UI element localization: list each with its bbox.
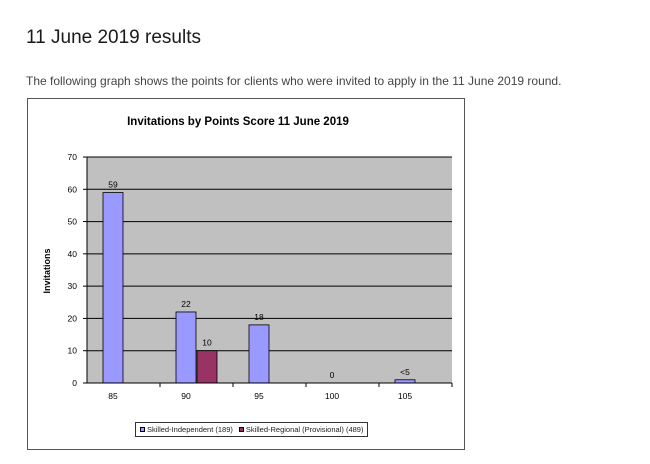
data-label-series-1-cat-105: <5 — [400, 367, 410, 377]
data-label-series-1-cat-100: 0 — [330, 370, 335, 380]
y-tick-label: 20 — [68, 313, 78, 323]
y-axis-label: Invitations — [42, 248, 52, 293]
bar-series-2-cat-90 — [196, 350, 218, 384]
plot-area — [87, 157, 452, 383]
y-tick-label: 0 — [72, 378, 77, 388]
x-tick-label: 100 — [325, 391, 339, 401]
data-label-series-2-cat-90: 10 — [202, 338, 212, 348]
data-label-series-1-cat-90: 22 — [181, 299, 191, 309]
x-tick-label: 95 — [254, 391, 264, 401]
x-tick-label: 85 — [108, 391, 118, 401]
data-label-series-1-cat-85: 59 — [108, 180, 118, 190]
chart-legend: Skilled-Independent (189) Skilled-Region… — [135, 422, 369, 437]
legend-swatch-series-2 — [238, 427, 244, 432]
legend-label-series-1: Skilled-Independent (189) — [147, 425, 233, 434]
bar-series-1-cat-95 — [248, 324, 270, 384]
bar-series-1-cat-85 — [102, 192, 124, 384]
y-tick-label: 10 — [68, 346, 78, 356]
bar-chart: Invitations by Points Score 11 June 2019… — [42, 116, 453, 401]
x-tick-label: 90 — [181, 391, 191, 401]
legend-label-series-2: Skilled-Regional (Provisional) (489) — [245, 425, 364, 434]
legend-swatch-series-1 — [140, 427, 145, 432]
y-tick-label: 40 — [68, 249, 78, 259]
y-tick-label: 60 — [68, 184, 78, 194]
legend-item-series-2: Skilled-Regional (Provisional) (489) — [238, 425, 364, 434]
y-tick-label: 30 — [68, 281, 78, 291]
bar-series-1-cat-90 — [175, 311, 197, 384]
chart-frame: Invitations by Points Score 11 June 2019… — [27, 98, 465, 450]
y-tick-label: 50 — [68, 217, 78, 227]
data-label-series-1-cat-95: 18 — [254, 312, 264, 322]
y-tick-label: 70 — [68, 152, 78, 162]
x-tick-label: 105 — [398, 391, 412, 401]
page-intro: The following graph shows the points for… — [26, 74, 562, 88]
page-heading: 11 June 2019 results — [26, 26, 201, 48]
chart-title: Invitations by Points Score 11 June 2019 — [127, 116, 349, 128]
legend-item-series-1: Skilled-Independent (189) — [140, 425, 233, 434]
